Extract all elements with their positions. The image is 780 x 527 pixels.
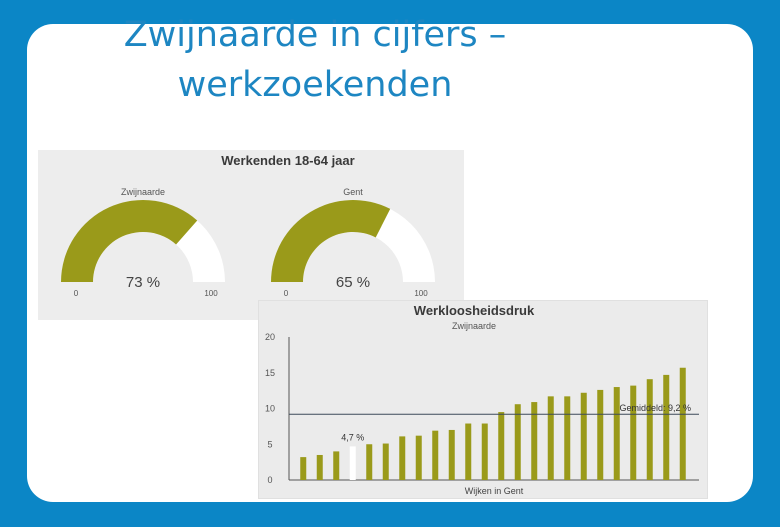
bar (663, 374, 670, 480)
bar (448, 429, 455, 480)
bar (498, 412, 505, 480)
slide-title: Zwijnaarde in cijfers – werkzoekenden (0, 10, 780, 110)
gauge-min-label: 0 (284, 289, 289, 298)
bar (514, 404, 521, 480)
bar (415, 435, 422, 480)
y-axis: 0 5 10 15 20 (265, 332, 275, 485)
bar-chart-subtitle: Zwijnaarde (452, 321, 496, 331)
title-line-2: werkzoekenden (177, 65, 453, 105)
y-tick-label: 5 (267, 439, 272, 449)
average-label: Gemiddeld: 9,2 % (619, 403, 691, 413)
title-line-1: Zwijnaarde in cijfers – (123, 15, 507, 55)
bar (432, 430, 439, 480)
gauge-chart-title: Werkenden 18-64 jaar (221, 153, 354, 168)
bar (366, 444, 373, 480)
bar (580, 392, 587, 480)
bar (597, 389, 604, 480)
bar-highlight-zwijnaarde (349, 446, 356, 480)
y-tick-label: 0 (267, 475, 272, 485)
bar (630, 385, 637, 480)
unemployment-chart-panel: Werkloosheidsdruk Zwijnaarde 0 5 10 15 20 Ge… (258, 300, 708, 499)
bar (679, 367, 686, 480)
employment-gauge-panel: Werkenden 18-64 jaar Zwijnaarde 73 % 0 1… (38, 150, 464, 320)
bar (564, 396, 571, 480)
bar (646, 379, 653, 480)
gauge-min-label: 0 (74, 289, 79, 298)
highlight-bar-label: 4,7 % (341, 432, 364, 442)
bar (333, 451, 340, 480)
bar (531, 402, 538, 480)
gauge-max-label: 100 (414, 289, 428, 298)
bar-chart-title: Werkloosheidsdruk (414, 303, 535, 318)
gauge-value-arc (271, 200, 391, 282)
unemployment-bar-chart: Werkloosheidsdruk Zwijnaarde 0 5 10 15 20 Ge… (265, 303, 699, 496)
employment-gauge-chart: Werkenden 18-64 jaar Zwijnaarde 73 % 0 1… (61, 153, 435, 298)
bar (465, 423, 472, 480)
gauge-zwijnaarde: Zwijnaarde 73 % 0 100 (61, 187, 225, 298)
gauge-value-zwijnaarde: 73 % (126, 274, 160, 291)
bar (382, 443, 389, 480)
gauge-value-arc (61, 200, 198, 282)
gauge-label-gent: Gent (343, 187, 363, 197)
bars (300, 367, 686, 480)
gauge-gent: Gent 65 % 0 100 (271, 187, 435, 298)
bar (613, 387, 620, 480)
y-tick-label: 10 (265, 404, 275, 414)
gauge-label-zwijnaarde: Zwijnaarde (121, 187, 165, 197)
bar (481, 423, 488, 480)
bar (399, 436, 406, 480)
x-axis-label: Wijken in Gent (465, 486, 524, 496)
y-tick-label: 20 (265, 332, 275, 342)
gauge-max-label: 100 (204, 289, 218, 298)
bar (300, 457, 307, 480)
bar (316, 454, 323, 480)
bar (547, 396, 554, 480)
gauge-value-gent: 65 % (336, 274, 370, 291)
y-tick-label: 15 (265, 368, 275, 378)
